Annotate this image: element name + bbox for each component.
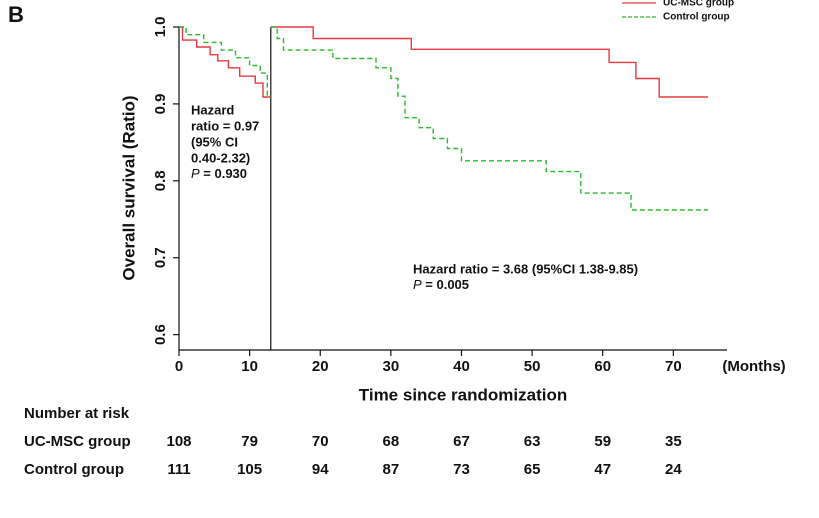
- annotation-line: Hazard ratio = 3.68 (95%CI 1.38-9.85): [413, 261, 638, 276]
- x-axis-unit: (Months): [722, 358, 785, 375]
- panel-label: B: [8, 2, 24, 27]
- annotation-line: Hazard: [191, 102, 234, 117]
- annotation-line: 0.40-2.32): [191, 150, 250, 165]
- y-tick-label: 0.6: [152, 324, 169, 345]
- annotation-line: (95% CI: [191, 134, 238, 149]
- p-value: = 0.930: [200, 166, 247, 181]
- risk-value: 79: [241, 433, 258, 450]
- risk-value: 59: [594, 433, 611, 450]
- y-tick-label: 0.7: [152, 247, 169, 268]
- risk-value: 87: [383, 461, 400, 478]
- survival-curve: [179, 26, 708, 98]
- risk-row-label: Control group: [24, 461, 124, 478]
- risk-value: 63: [524, 433, 541, 450]
- x-tick-label: 70: [665, 358, 682, 375]
- annotation-line: ratio = 0.97: [191, 118, 259, 133]
- risk-value: 35: [665, 433, 682, 450]
- x-axis-label: Time since randomization: [359, 385, 567, 404]
- risk-value: 105: [237, 461, 262, 478]
- risk-value: 108: [166, 433, 191, 450]
- y-tick-label: 0.9: [152, 93, 169, 114]
- x-tick-label: 40: [453, 358, 470, 375]
- x-tick-label: 0: [175, 358, 183, 375]
- legend-label: UC-MSC group: [663, 0, 734, 9]
- risk-value: 47: [594, 461, 611, 478]
- risk-value: 70: [312, 433, 329, 450]
- risk-value: 73: [453, 461, 470, 478]
- risk-value: 68: [383, 433, 400, 450]
- x-tick-label: 60: [594, 358, 611, 375]
- risk-value: 24: [665, 461, 682, 478]
- risk-table-title: Number at risk: [24, 405, 130, 422]
- annotation-p: P = 0.930: [191, 166, 247, 181]
- x-tick-label: 20: [312, 358, 329, 375]
- p-symbol: P: [191, 166, 200, 181]
- y-tick-label: 0.8: [152, 170, 169, 191]
- x-tick-label: 30: [383, 358, 400, 375]
- x-tick-label: 10: [241, 358, 258, 375]
- p-symbol: P: [413, 277, 422, 292]
- legend-label: Control group: [663, 12, 730, 23]
- y-tick-label: 1.0: [152, 17, 169, 38]
- risk-row-label: UC-MSC group: [24, 433, 131, 450]
- survival-curve: [179, 26, 708, 211]
- risk-value: 94: [312, 461, 329, 478]
- y-axis-label: Overall survival (Ratio): [119, 95, 138, 280]
- x-tick-label: 50: [524, 358, 541, 375]
- annotation-p: P = 0.005: [413, 277, 469, 292]
- p-value: = 0.005: [422, 277, 469, 292]
- risk-value: 65: [524, 461, 541, 478]
- risk-value: 67: [453, 433, 470, 450]
- risk-value: 111: [167, 461, 190, 478]
